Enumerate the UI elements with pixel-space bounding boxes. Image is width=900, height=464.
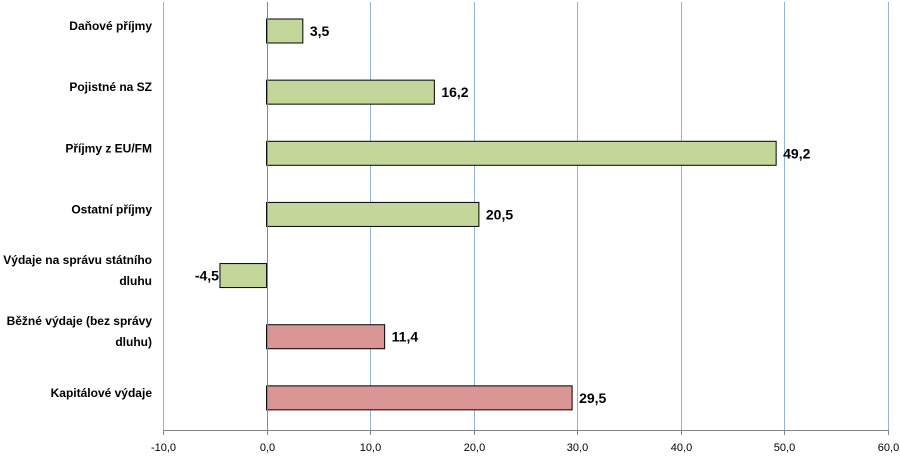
bar (219, 263, 268, 289)
x-tick-label: 20,0 (464, 442, 485, 454)
category-label: dluhu (119, 274, 152, 288)
category-label: Příjmy z EU/FM (65, 141, 152, 155)
bar (266, 18, 304, 44)
category-label: Ostatní příjmy (71, 202, 152, 216)
category-label: Daňové příjmy (69, 19, 152, 33)
bar (266, 201, 480, 227)
bar (266, 140, 777, 166)
x-tick-label: 50,0 (774, 442, 795, 454)
category-label: Běžné výdaje (bez správy (7, 314, 153, 328)
data-label: 11,4 (392, 329, 419, 345)
category-label: Výdaje na správu státního (3, 253, 152, 267)
data-label: 29,5 (579, 390, 606, 406)
category-label: Pojistné na SZ (69, 80, 152, 94)
x-tick-label: 10,0 (360, 442, 381, 454)
data-label: 3,5 (310, 23, 330, 39)
bar (266, 79, 435, 105)
x-tick-label: 60,0 (878, 442, 899, 454)
data-label: -4,5 (195, 268, 219, 284)
x-tick-label: 30,0 (567, 442, 588, 454)
x-tick-label: 0,0 (260, 442, 275, 454)
bar (266, 324, 386, 350)
category-label: Kapitálové výdaje (51, 386, 153, 400)
category-label: dluhu) (115, 335, 152, 349)
data-label: 49,2 (783, 145, 810, 161)
data-label: 16,2 (441, 84, 468, 100)
x-tick-label: 40,0 (671, 442, 692, 454)
bar (266, 385, 573, 411)
data-label: 20,5 (486, 206, 513, 222)
x-tick-label: -10,0 (151, 442, 176, 454)
